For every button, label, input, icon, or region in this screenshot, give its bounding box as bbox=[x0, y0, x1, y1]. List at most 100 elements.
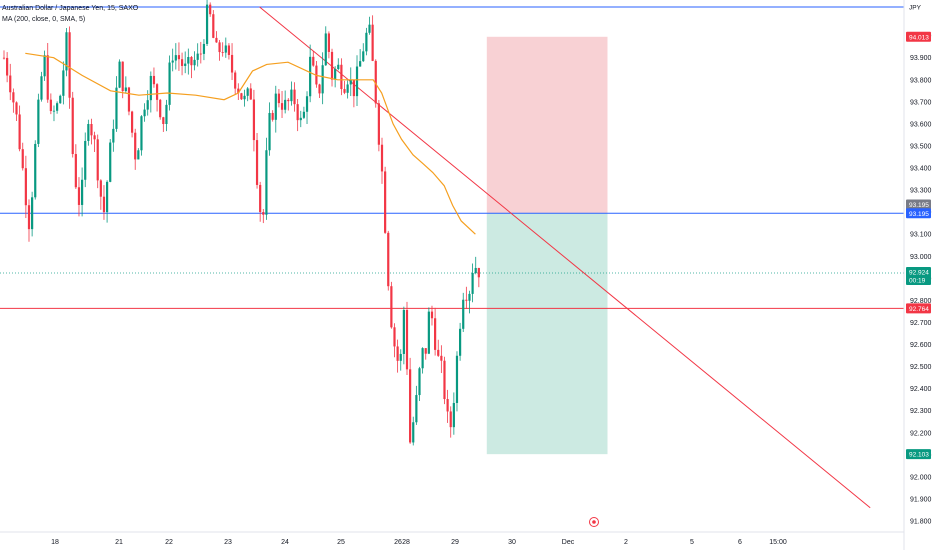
stop-loss-zone bbox=[486, 36, 608, 214]
candle-body bbox=[6, 57, 9, 76]
candle-body bbox=[474, 267, 477, 274]
candle-body bbox=[2, 57, 6, 59]
candle-body bbox=[177, 55, 181, 60]
candle-body bbox=[309, 56, 312, 97]
x-tick-label: 26 bbox=[394, 539, 402, 546]
candle-body bbox=[262, 212, 265, 215]
candle-body bbox=[302, 111, 306, 118]
candle-body bbox=[343, 89, 346, 93]
candle-body bbox=[15, 102, 18, 115]
candle-body bbox=[365, 32, 368, 52]
candle-body bbox=[471, 273, 474, 294]
x-tick-label: 18 bbox=[51, 539, 59, 546]
price-tag-bg bbox=[906, 2, 931, 12]
candle-body bbox=[171, 60, 174, 63]
candle-body bbox=[449, 411, 452, 428]
candle-body bbox=[330, 51, 334, 80]
candle-body bbox=[152, 75, 156, 85]
candle-body bbox=[18, 114, 21, 150]
candle-body bbox=[52, 110, 56, 112]
price-tag-bg bbox=[906, 208, 931, 219]
candle-body bbox=[271, 112, 274, 120]
trendline bbox=[259, 6, 871, 509]
candle-body bbox=[324, 33, 327, 66]
candle-body bbox=[9, 75, 12, 93]
y-tick-label: 92.000 bbox=[910, 474, 932, 481]
candle-body bbox=[259, 184, 262, 213]
y-tick-label: 92.800 bbox=[910, 298, 932, 305]
candle-body bbox=[468, 293, 471, 301]
candle-body bbox=[168, 62, 171, 105]
candle-body bbox=[221, 52, 224, 53]
candle-body bbox=[462, 299, 465, 329]
indicator-legend[interactable]: MA (200, close, 0, SMA, 5) bbox=[2, 16, 86, 23]
candle-body bbox=[252, 99, 256, 141]
candle-body bbox=[62, 70, 65, 96]
candle-body bbox=[287, 99, 290, 102]
candle-body bbox=[277, 93, 281, 104]
candle-body bbox=[296, 104, 299, 121]
candle-body bbox=[118, 61, 121, 88]
candle-body bbox=[465, 299, 468, 301]
candle-body bbox=[290, 89, 293, 102]
candle-body bbox=[137, 150, 140, 160]
chart-title: Australian Dollar / Japanese Yen, 15, SA… bbox=[2, 5, 139, 12]
candle-body bbox=[390, 286, 393, 328]
candle-body bbox=[340, 64, 343, 90]
candle-body bbox=[437, 349, 440, 356]
price-tag: 92.764 bbox=[906, 303, 931, 314]
candle-body bbox=[227, 45, 231, 55]
candle-body bbox=[362, 51, 365, 62]
y-tick-label: 92.600 bbox=[910, 342, 932, 349]
candle-body bbox=[90, 124, 93, 136]
y-tick-label: 92.700 bbox=[910, 320, 932, 327]
candle-body bbox=[81, 179, 84, 205]
y-tick-label: 93.900 bbox=[910, 55, 932, 62]
candle-body bbox=[355, 66, 359, 97]
candle-body bbox=[46, 55, 49, 100]
candle-body bbox=[218, 42, 221, 53]
candle-body bbox=[284, 99, 287, 110]
candle-body bbox=[305, 96, 309, 112]
price-tag-bg bbox=[906, 31, 931, 42]
candle-body bbox=[184, 63, 187, 66]
y-tick-label: 93.500 bbox=[910, 143, 932, 150]
x-tick-label: 25 bbox=[337, 539, 345, 546]
x-tick-label: Dec bbox=[562, 539, 575, 546]
candle-body bbox=[380, 144, 384, 172]
price-tag-bg bbox=[906, 303, 931, 314]
y-tick-label: 93.600 bbox=[910, 121, 932, 128]
candle-body bbox=[109, 142, 112, 182]
price-tag-label: 92.764 bbox=[909, 306, 929, 313]
candle-body bbox=[240, 93, 243, 100]
x-tick-label: 29 bbox=[451, 539, 459, 546]
candle-body bbox=[430, 311, 434, 319]
x-tick-label: 28 bbox=[402, 539, 410, 546]
candle-body bbox=[396, 346, 399, 361]
candle-body bbox=[455, 355, 459, 403]
candle-body bbox=[65, 32, 68, 71]
candle-body bbox=[434, 318, 437, 350]
candle-body bbox=[93, 135, 96, 140]
candle-body bbox=[443, 360, 446, 400]
candle-body bbox=[105, 181, 109, 213]
y-tick-label: 92.400 bbox=[910, 386, 932, 393]
x-tick-label: 24 bbox=[281, 539, 289, 546]
price-tag: 93.195 bbox=[906, 199, 931, 210]
candle-body bbox=[265, 150, 268, 215]
candle-body bbox=[327, 33, 330, 52]
candle-body bbox=[49, 99, 52, 112]
candle-body bbox=[84, 140, 87, 180]
y-tick-label: 93.100 bbox=[910, 232, 932, 239]
candle-body bbox=[421, 348, 424, 369]
y-tick-label: 93.700 bbox=[910, 99, 932, 106]
candle-body bbox=[255, 140, 259, 185]
candle-body bbox=[477, 267, 480, 278]
candle-body bbox=[459, 328, 462, 356]
candle-body bbox=[149, 75, 152, 101]
candle-body bbox=[234, 72, 237, 89]
candle-body bbox=[424, 348, 427, 354]
